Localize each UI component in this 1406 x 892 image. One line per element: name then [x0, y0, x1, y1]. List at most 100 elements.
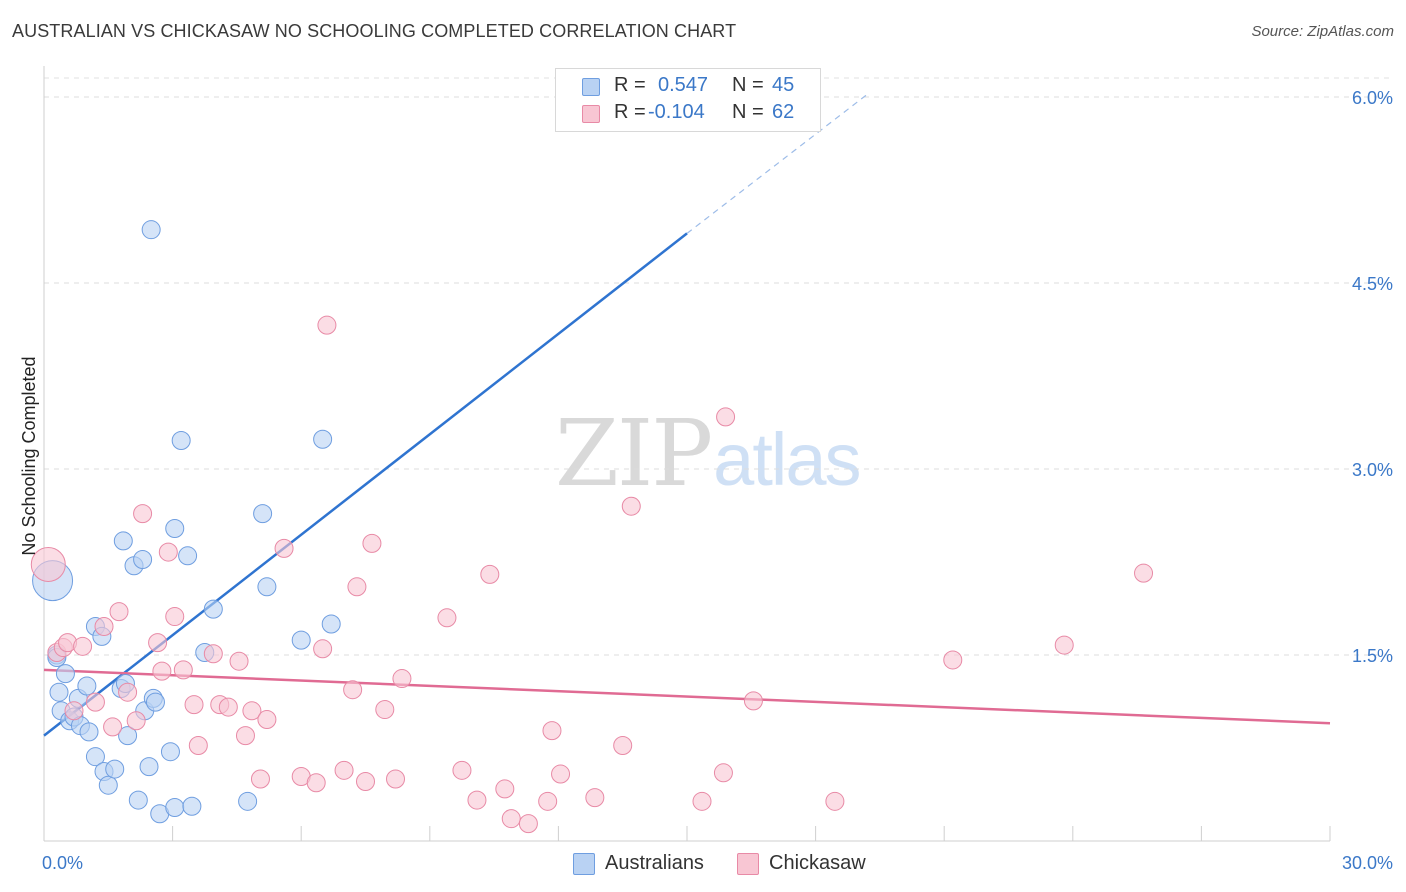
- legend-swatch-blue: [582, 78, 600, 96]
- australians-point: [178, 546, 198, 566]
- chickasaw-point: [343, 680, 363, 700]
- chickasaw-point: [542, 721, 562, 741]
- chickasaw-point: [1134, 563, 1154, 583]
- legend-r-value: -0.104: [648, 101, 705, 123]
- chickasaw-point: [203, 644, 223, 664]
- chickasaw-point: [126, 711, 146, 731]
- australians-point: [321, 614, 341, 634]
- legend-r-label: R =: [614, 101, 646, 123]
- chickasaw-point: [158, 542, 178, 562]
- trend-lines: [43, 94, 1331, 737]
- australians-point: [113, 531, 133, 551]
- chickasaw-point: [743, 691, 763, 711]
- chickasaw-point: [85, 692, 105, 712]
- chickasaw-point: [386, 769, 406, 789]
- chickasaw-point: [551, 764, 571, 784]
- y-tick-label: 3.0%: [1352, 460, 1393, 480]
- legend-swatch-pink: [582, 105, 600, 123]
- legend-n-label: N =: [732, 101, 764, 123]
- chickasaw-point: [242, 701, 262, 721]
- chickasaw-point: [621, 496, 641, 516]
- chickasaw-point: [109, 602, 129, 622]
- tick-labels: 1.5% 3.0% 4.5% 6.0% 0.0% 30.0%: [42, 88, 1393, 873]
- legend-r-label: R =: [614, 74, 646, 96]
- chickasaw-point: [825, 791, 845, 811]
- australians-point: [160, 742, 180, 762]
- chickasaw-point: [356, 771, 375, 791]
- series-swatch-chickasaw: [737, 853, 759, 875]
- chickasaw-point: [392, 669, 412, 689]
- series-label-chickasaw: Chickasaw: [769, 852, 866, 874]
- chickasaw-point: [152, 661, 172, 681]
- chickasaw-point: [313, 639, 333, 659]
- chickasaw-point: [713, 763, 733, 783]
- australians-point: [85, 747, 105, 767]
- chickasaw-point: [133, 504, 153, 524]
- legend-n-value: 45: [772, 74, 795, 96]
- australians-point: [128, 790, 148, 810]
- australians-trend-line: [43, 232, 688, 737]
- chickasaw-point: [613, 736, 633, 756]
- australians-point: [55, 664, 75, 684]
- y-tick-label: 1.5%: [1352, 646, 1393, 666]
- chart-title: AUSTRALIAN VS CHICKASAW NO SCHOOLING COM…: [12, 21, 737, 41]
- chickasaw-point: [148, 633, 168, 653]
- chickasaw-point: [188, 736, 208, 756]
- chickasaw-point: [467, 790, 487, 810]
- chickasaw-point: [692, 791, 712, 811]
- australians-point: [49, 682, 69, 702]
- australians-point: [291, 630, 311, 650]
- chickasaw-point: [375, 700, 395, 720]
- chickasaw-point: [317, 315, 337, 335]
- chickasaw-point: [229, 651, 249, 671]
- chickasaw-point: [334, 760, 354, 780]
- chickasaw-point: [306, 773, 326, 793]
- australians-point: [118, 726, 138, 746]
- chickasaw-point: [480, 564, 500, 584]
- chickasaw-point: [347, 577, 367, 597]
- chickasaw-point: [118, 682, 138, 702]
- chickasaw-point: [64, 701, 84, 721]
- chickasaw-point: [538, 791, 558, 811]
- chickasaw-point: [257, 709, 277, 729]
- australians-point: [171, 430, 191, 450]
- legend-r-value: 0.547: [658, 74, 709, 96]
- australians-point: [238, 791, 258, 811]
- chickasaw-point: [218, 697, 238, 717]
- australians-trend-extension: [686, 94, 868, 234]
- y-axis-label: No Schooling Completed: [19, 356, 39, 555]
- chickasaw-point: [30, 546, 66, 582]
- axes: [43, 66, 1331, 842]
- legend-n-value: 62: [772, 101, 795, 123]
- chickasaw-point: [518, 814, 538, 834]
- australians-point: [182, 796, 202, 816]
- australians-point: [133, 550, 153, 570]
- chickasaw-point: [235, 726, 255, 746]
- chickasaw-point: [495, 779, 515, 799]
- chickasaw-point: [437, 608, 457, 628]
- chickasaw-point: [165, 607, 185, 627]
- chickasaw-point: [103, 717, 123, 737]
- chickasaw-point: [943, 650, 963, 670]
- australians-point: [79, 722, 99, 742]
- australians-point: [165, 519, 185, 539]
- chickasaw-point: [452, 760, 472, 780]
- source-credit: Source: ZipAtlas.com: [1251, 23, 1394, 40]
- data-points: [30, 220, 1154, 834]
- series-label-australians: Australians: [605, 852, 704, 874]
- x-tick-label: 30.0%: [1342, 853, 1393, 873]
- chickasaw-point: [184, 695, 204, 715]
- australians-point: [165, 798, 185, 818]
- australians-point: [77, 676, 97, 696]
- x-tick-label: 0.0%: [42, 853, 83, 873]
- gridlines: [44, 77, 1392, 656]
- australians-point: [313, 429, 333, 449]
- chickasaw-point: [362, 533, 382, 553]
- chickasaw-point: [73, 636, 93, 656]
- chickasaw-point: [173, 660, 193, 680]
- series-swatch-australians: [573, 853, 595, 875]
- australians-point: [98, 775, 118, 795]
- australians-point: [105, 759, 125, 779]
- chickasaw-point: [250, 769, 270, 789]
- chickasaw-point: [274, 538, 294, 558]
